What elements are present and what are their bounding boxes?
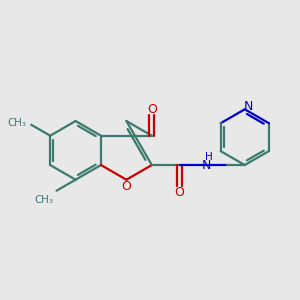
Text: O: O xyxy=(175,186,184,199)
Text: CH₃: CH₃ xyxy=(34,195,53,205)
Text: N: N xyxy=(244,100,253,113)
Text: N: N xyxy=(201,158,211,172)
Text: H: H xyxy=(205,152,213,162)
Text: CH₃: CH₃ xyxy=(8,118,27,128)
Text: O: O xyxy=(122,180,131,193)
Text: O: O xyxy=(147,103,157,116)
